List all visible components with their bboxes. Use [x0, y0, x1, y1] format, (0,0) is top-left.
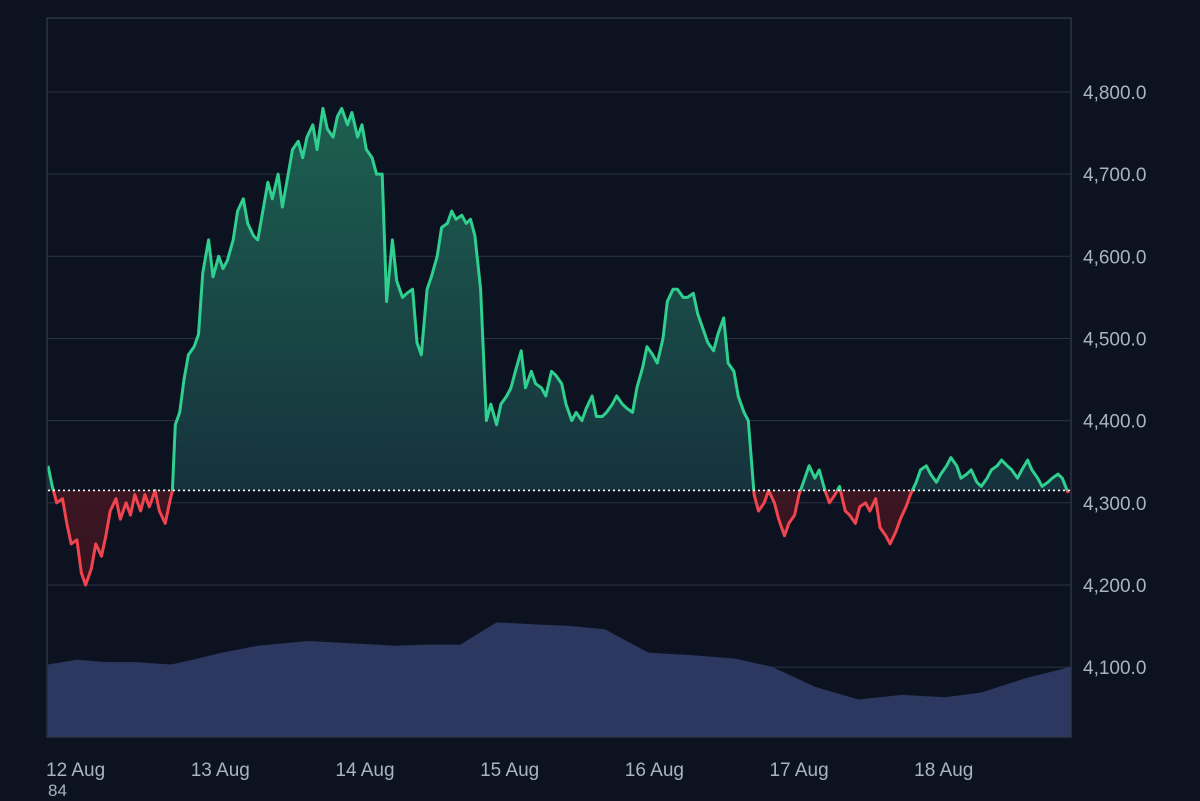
- price-area-fill: [48, 108, 1069, 585]
- x-tick-label: 18 Aug: [914, 760, 973, 781]
- volume-fill: [48, 622, 1071, 737]
- x-tick-label: 12 Aug: [46, 760, 105, 781]
- y-tick-label: 4,600.0: [1083, 247, 1146, 268]
- x-axis-labels: 12 Aug 13 Aug 14 Aug 15 Aug 16 Aug 17 Aug 18 A…: [46, 760, 973, 781]
- y-tick-label: 4,400.0: [1083, 412, 1146, 433]
- y-tick-label: 4,700.0: [1083, 165, 1146, 186]
- plot-border: [46, 17, 1072, 738]
- stray-label: 84: [48, 781, 67, 800]
- price-line-down: [51, 490, 1070, 587]
- area-fill-down: [48, 490, 1069, 585]
- volume-area: [48, 622, 1071, 737]
- x-tick-label: 13 Aug: [191, 760, 250, 781]
- x-tick-label: 15 Aug: [480, 760, 539, 781]
- y-tick-label: 4,100.0: [1083, 658, 1146, 679]
- price-line: [46, 106, 1070, 587]
- y-tick-label: 4,200.0: [1083, 576, 1146, 597]
- x-tick-label: 16 Aug: [625, 760, 684, 781]
- y-axis-labels: 4,100.0 4,200.0 4,300.0 4,400.0 4,500.0 4,600…: [1083, 83, 1146, 679]
- x-tick-label: 14 Aug: [335, 760, 394, 781]
- y-tick-label: 4,800.0: [1083, 83, 1146, 104]
- y-tick-label: 4,300.0: [1083, 494, 1146, 515]
- x-tick-label: 17 Aug: [769, 760, 828, 781]
- area-fill-up: [48, 108, 1068, 491]
- y-tick-label: 4,500.0: [1083, 329, 1146, 350]
- price-line-up: [46, 106, 1069, 491]
